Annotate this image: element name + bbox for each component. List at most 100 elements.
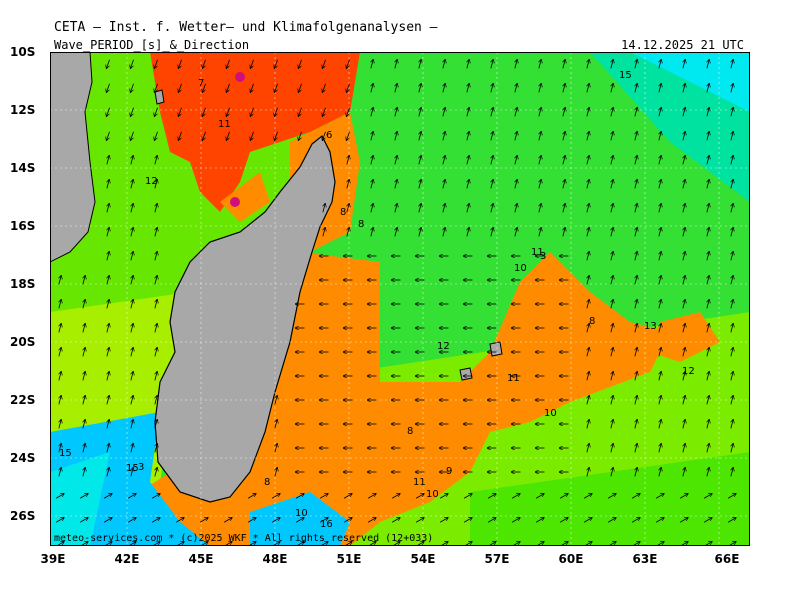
contour-label: 12 [682, 366, 695, 377]
direction-arrow [395, 180, 397, 189]
direction-arrow [107, 396, 109, 405]
direction-arrow [631, 518, 640, 523]
direction-arrow [250, 83, 254, 92]
direction-arrow [443, 204, 445, 213]
direction-arrow [103, 494, 112, 499]
direction-arrow [467, 132, 469, 141]
direction-arrow [703, 518, 712, 523]
direction-arrow [707, 300, 709, 309]
direction-arrow [683, 420, 685, 429]
direction-arrow [275, 420, 277, 429]
direction-arrow [535, 518, 544, 523]
contour-label: 9 [446, 466, 452, 477]
direction-arrow [707, 420, 709, 429]
direction-arrow [395, 156, 397, 165]
direction-arrow [515, 180, 517, 189]
direction-arrow [635, 468, 637, 477]
direction-arrow [367, 494, 376, 499]
direction-arrow [463, 494, 472, 499]
direction-arrow [247, 518, 256, 523]
direction-arrow [319, 518, 328, 523]
direction-arrow [731, 420, 733, 429]
direction-arrow [443, 84, 445, 93]
direction-arrow [731, 348, 733, 357]
direction-arrow [467, 60, 469, 69]
direction-arrow [563, 228, 565, 237]
direction-arrow [707, 180, 709, 189]
direction-arrow [367, 518, 376, 523]
lon-label: 66E [714, 552, 740, 566]
direction-arrow [611, 324, 613, 333]
direction-arrow [587, 444, 589, 453]
direction-arrow [587, 468, 589, 477]
direction-arrow [463, 518, 472, 523]
direction-arrow [59, 396, 61, 405]
direction-arrow [59, 420, 61, 429]
direction-arrow [59, 348, 61, 357]
direction-arrow [491, 228, 493, 237]
direction-arrow [467, 204, 469, 213]
direction-arrow [707, 132, 709, 141]
direction-arrow [175, 518, 184, 523]
direction-arrow [707, 468, 709, 477]
direction-arrow [659, 300, 661, 309]
direction-arrow [131, 444, 133, 453]
direction-arrow [659, 348, 661, 357]
direction-arrow [106, 59, 110, 68]
direction-arrow [107, 276, 109, 285]
direction-arrow [611, 276, 613, 285]
direction-arrow [247, 494, 256, 499]
direction-arrow [83, 300, 85, 309]
direction-arrow [131, 276, 133, 285]
direction-arrow [491, 108, 493, 117]
direction-arrow [83, 276, 85, 285]
direction-arrow [107, 468, 109, 477]
direction-arrow [83, 372, 85, 381]
direction-arrow [395, 204, 397, 213]
direction-arrow [731, 252, 733, 261]
direction-arrow [155, 444, 157, 453]
direction-arrow [707, 60, 709, 69]
direction-arrow [511, 494, 520, 499]
direction-arrow [707, 156, 709, 165]
direction-arrow [107, 204, 109, 213]
direction-arrow [155, 372, 157, 381]
direction-arrow [487, 494, 496, 499]
direction-arrow [103, 518, 112, 523]
direction-arrow [395, 60, 397, 69]
direction-arrow [635, 156, 637, 165]
direction-arrow [659, 396, 661, 405]
direction-arrow [107, 156, 109, 165]
direction-arrow [155, 348, 157, 357]
direction-arrow [611, 108, 613, 117]
direction-arrow [683, 468, 685, 477]
direction-arrow [226, 83, 230, 92]
direction-arrow [707, 84, 709, 93]
direction-arrow [659, 372, 661, 381]
direction-arrow [395, 84, 397, 93]
direction-arrow [659, 84, 661, 93]
contour-label: 11 [218, 119, 231, 130]
direction-arrow [707, 372, 709, 381]
direction-arrow [467, 156, 469, 165]
direction-arrow [178, 59, 182, 68]
direction-arrow [250, 107, 254, 116]
direction-arrow [679, 518, 688, 523]
lat-label: 10S [10, 45, 36, 59]
direction-arrow [635, 300, 637, 309]
direction-arrow [683, 156, 685, 165]
direction-arrow [655, 494, 664, 499]
direction-arrow [226, 59, 230, 68]
direction-arrow [151, 494, 160, 499]
direction-arrow [635, 348, 637, 357]
direction-arrow [467, 108, 469, 117]
direction-arrow [703, 494, 712, 499]
direction-arrow [155, 300, 157, 309]
direction-arrow [415, 494, 424, 499]
direction-arrow [131, 348, 133, 357]
direction-arrow [151, 518, 160, 523]
direction-arrow [635, 180, 637, 189]
direction-arrow [155, 420, 157, 429]
direction-arrow [395, 228, 397, 237]
lon-label: 48E [262, 552, 288, 566]
